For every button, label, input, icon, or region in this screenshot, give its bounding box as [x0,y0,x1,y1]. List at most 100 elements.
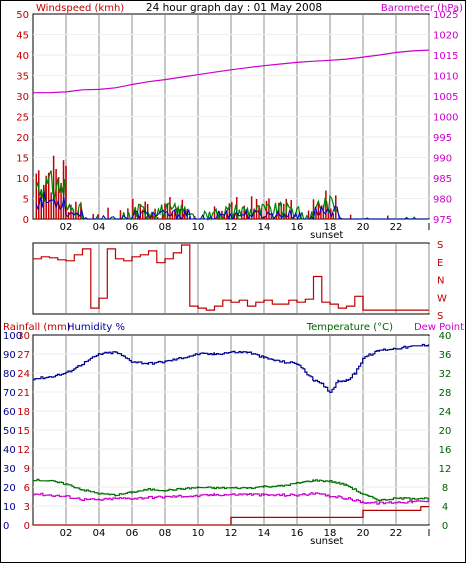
barometer-tick: 985 [433,174,452,185]
humidity-tick: 0 [3,521,9,532]
barometer-line [33,49,430,94]
temperature-tick: 16 [439,445,452,456]
rainfall-tick: 3 [24,502,30,513]
barometer-tick: 1000 [433,113,458,124]
temperature-tick: 0 [442,521,448,532]
humidity-tick: 40 [3,445,16,456]
humidity-tick: 80 [3,369,16,380]
barometer-axis-label: Barometer (hPa) [381,3,463,14]
rainfall-tick: 30 [17,331,30,342]
barometer-tick: 1010 [433,72,458,83]
rainfall-line [33,506,429,526]
hour-tick-top: 10 [192,222,205,233]
hour-tick-bottom: 18 [324,528,337,539]
hour-tick-top: 06 [126,222,139,233]
windspeed-tick: 35 [16,72,29,83]
sunset-label-bottom: sunset [310,536,343,547]
rainfall-tick: 0 [24,521,30,532]
dewpoint-axis-label: Dew Point [414,322,464,333]
hour-tick-bottom: 08 [159,528,172,539]
humidity-tick: 10 [3,502,16,513]
barometer-tick: 995 [433,133,452,144]
windspeed-tick: 5 [23,195,29,206]
windspeed-tick: 40 [16,51,29,62]
barometer-tick: 975 [433,215,452,226]
humidity-tick: 70 [3,388,16,399]
temperature-tick: 12 [439,464,452,475]
hour-tick-bottom: 20 [357,528,370,539]
barometer-tick: 980 [433,195,452,206]
wind-average-line [35,192,429,221]
windspeed-tick: 50 [16,10,29,21]
hour-tick-top: 20 [357,222,370,233]
dewpoint-line [33,492,430,505]
hour-tick-top: 18 [324,222,337,233]
barometer-tick: 1015 [433,51,458,62]
temperature-tick: 32 [439,369,452,380]
hour-tick-top: I [428,222,431,233]
wind-direction-line [33,244,429,311]
hour-tick-top: 14 [258,222,271,233]
hour-tick-top: 02 [60,222,73,233]
windspeed-tick: 10 [16,174,29,185]
direction-tick: S [437,311,443,322]
humidity-tick: 30 [3,464,16,475]
hour-tick-top: 22 [390,222,403,233]
hour-tick-top: 08 [159,222,172,233]
hour-tick-top: 16 [291,222,304,233]
direction-tick: W [437,293,447,304]
humidity-tick: 50 [3,426,16,437]
hour-tick-bottom: 04 [93,528,106,539]
temperature-tick: 8 [442,483,448,494]
temperature-axis-label: Temperature (°C) [306,322,393,333]
temperature-tick: 36 [439,350,452,361]
direction-tick: S [437,240,443,251]
windspeed-tick: 45 [16,31,29,42]
hour-tick-bottom: 12 [225,528,238,539]
windspeed-tick: 20 [16,133,29,144]
temperature-tick: 28 [439,388,452,399]
hour-tick-bottom: 10 [192,528,205,539]
temperature-tick: 40 [439,331,452,342]
rainfall-tick: 6 [24,483,30,494]
barometer-tick: 1025 [433,10,458,21]
hour-tick-top: 04 [93,222,106,233]
chart-title: 24 hour graph day : 01 May 2008 [146,2,322,14]
windspeed-tick: 15 [16,154,29,165]
hour-tick-top: 12 [225,222,238,233]
barometer-tick: 1005 [433,92,458,103]
hour-tick-bottom: I [428,528,431,539]
humidity-line [33,343,430,393]
humidity-axis-label: Humidity % [67,322,125,333]
rainfall-tick: 12 [17,445,30,456]
humidity-tick: 20 [3,483,16,494]
humidity-tick: 100 [3,331,22,342]
hour-tick-bottom: 14 [258,528,271,539]
barometer-tick: 1020 [433,31,458,42]
direction-tick: E [437,258,443,269]
rainfall-tick: 24 [17,369,30,380]
hour-tick-bottom: 22 [390,528,403,539]
hour-tick-bottom: 16 [291,528,304,539]
rainfall-axis-label: Rainfall (mm) [3,322,71,333]
direction-tick: N [437,276,444,287]
windspeed-axis-label: Windspeed (kmh) [36,3,124,14]
barometer-tick: 990 [433,154,452,165]
humidity-tick: 60 [3,407,16,418]
temperature-tick: 20 [439,426,452,437]
humidity-tick: 90 [3,350,16,361]
rainfall-tick: 18 [17,407,30,418]
rainfall-tick: 15 [17,426,30,437]
hour-tick-bottom: 06 [126,528,139,539]
rainfall-tick: 27 [17,350,30,361]
temperature-tick: 24 [439,407,452,418]
temperature-tick: 4 [442,502,448,513]
windspeed-tick: 30 [16,92,29,103]
hour-tick-bottom: 02 [60,528,73,539]
windspeed-tick: 0 [23,215,29,226]
windspeed-tick: 25 [16,113,29,124]
temperature-line [33,478,430,502]
sunset-label-top: sunset [310,230,343,241]
